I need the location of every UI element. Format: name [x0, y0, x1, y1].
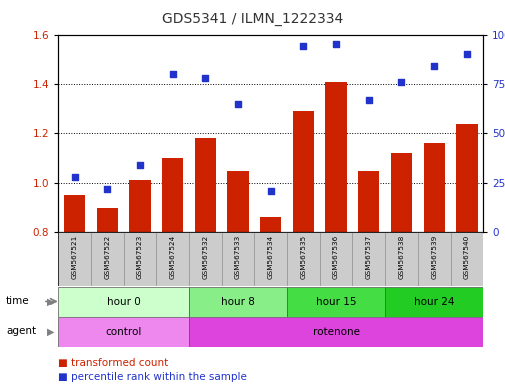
- Bar: [91, 232, 123, 286]
- Point: [429, 63, 437, 69]
- Text: agent: agent: [6, 326, 36, 336]
- Text: GSM567523: GSM567523: [137, 235, 142, 279]
- Bar: [417, 232, 449, 286]
- Bar: [286, 287, 384, 317]
- Bar: [384, 287, 482, 317]
- Point: [70, 174, 78, 180]
- Bar: [384, 232, 417, 286]
- Bar: [162, 158, 183, 384]
- Text: GSM567538: GSM567538: [398, 235, 403, 279]
- Text: GSM567533: GSM567533: [234, 235, 240, 279]
- Bar: [123, 232, 156, 286]
- Point: [136, 162, 144, 168]
- Bar: [325, 81, 346, 384]
- Point: [168, 71, 176, 77]
- Text: GSM567535: GSM567535: [300, 235, 306, 279]
- Point: [201, 75, 209, 81]
- Point: [103, 186, 111, 192]
- Bar: [221, 232, 254, 286]
- Text: GSM567536: GSM567536: [332, 235, 338, 279]
- Text: hour 24: hour 24: [413, 297, 453, 307]
- Point: [299, 43, 307, 50]
- Text: GSM567522: GSM567522: [104, 235, 110, 279]
- Bar: [449, 232, 482, 286]
- Text: hour 8: hour 8: [221, 297, 255, 307]
- Bar: [286, 232, 319, 286]
- Bar: [456, 124, 477, 384]
- Bar: [96, 208, 118, 384]
- Text: ■ percentile rank within the sample: ■ percentile rank within the sample: [58, 372, 246, 382]
- Point: [462, 51, 470, 58]
- Bar: [260, 217, 281, 384]
- Bar: [188, 287, 286, 317]
- Bar: [188, 232, 221, 286]
- Text: GSM567534: GSM567534: [267, 235, 273, 279]
- Text: GSM567532: GSM567532: [202, 235, 208, 279]
- Bar: [129, 180, 150, 384]
- Bar: [188, 317, 482, 347]
- Bar: [358, 170, 379, 384]
- Text: hour 0: hour 0: [107, 297, 140, 307]
- Text: GSM567540: GSM567540: [463, 235, 469, 279]
- Bar: [156, 232, 188, 286]
- Point: [233, 101, 241, 107]
- Text: ▶: ▶: [46, 297, 54, 307]
- Text: ■ transformed count: ■ transformed count: [58, 358, 168, 368]
- Text: rotenone: rotenone: [312, 327, 359, 337]
- Bar: [194, 138, 216, 384]
- Bar: [64, 195, 85, 384]
- Point: [364, 97, 372, 103]
- Bar: [227, 170, 248, 384]
- Text: GSM567537: GSM567537: [365, 235, 371, 279]
- Text: GDS5341 / ILMN_1222334: GDS5341 / ILMN_1222334: [162, 12, 343, 25]
- Text: hour 15: hour 15: [315, 297, 356, 307]
- Bar: [423, 143, 444, 384]
- Text: GSM567524: GSM567524: [169, 235, 175, 279]
- Text: GSM567539: GSM567539: [430, 235, 436, 279]
- Bar: [254, 232, 286, 286]
- Point: [266, 188, 274, 194]
- Text: GSM567521: GSM567521: [71, 235, 77, 279]
- Text: time: time: [6, 296, 30, 306]
- Bar: [58, 317, 188, 347]
- Bar: [352, 232, 384, 286]
- Bar: [319, 232, 352, 286]
- Text: control: control: [105, 327, 141, 337]
- Point: [396, 79, 405, 85]
- Bar: [292, 111, 314, 384]
- Bar: [58, 287, 188, 317]
- Point: [331, 41, 339, 48]
- Text: ▶: ▶: [46, 327, 54, 337]
- Bar: [58, 232, 91, 286]
- Bar: [390, 153, 411, 384]
